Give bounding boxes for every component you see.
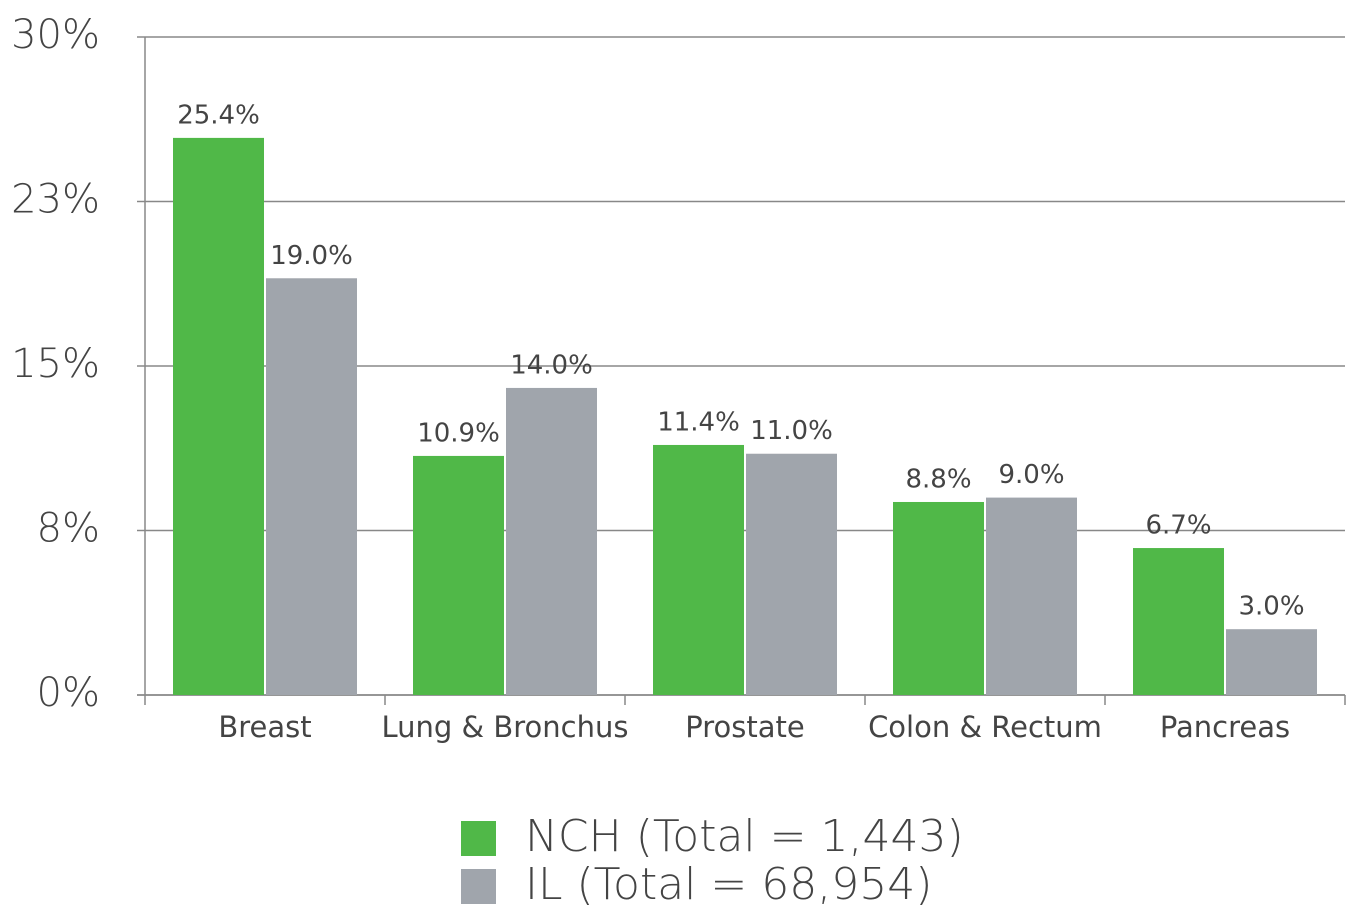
bar <box>1133 548 1224 695</box>
x-tick-label: Pancreas <box>1160 710 1290 744</box>
legend-label: IL (Total = 68,954) <box>525 859 932 907</box>
y-tick-label: 30% <box>11 12 100 58</box>
value-label: 6.7% <box>1145 511 1211 541</box>
y-tick-label: 15% <box>11 341 100 387</box>
legend-label: NCH (Total = 1,443) <box>525 811 964 862</box>
value-label: 11.0% <box>750 416 833 446</box>
value-label: 19.0% <box>270 241 353 271</box>
bar <box>1226 629 1317 695</box>
x-tick-label: Breast <box>218 710 311 744</box>
value-label: 10.9% <box>417 418 500 448</box>
x-tick-label: Prostate <box>685 710 804 744</box>
x-tick-label: Colon & Rectum <box>868 710 1102 744</box>
bar <box>893 501 984 695</box>
bar <box>413 455 504 695</box>
value-label: 11.4% <box>657 407 740 437</box>
bar <box>266 278 357 695</box>
bar <box>653 444 744 695</box>
bar <box>746 453 837 695</box>
value-label: 8.8% <box>905 464 971 494</box>
y-tick-label: 0% <box>37 670 100 716</box>
bar <box>506 387 597 695</box>
value-label: 14.0% <box>510 350 593 380</box>
value-label: 3.0% <box>1238 592 1304 622</box>
y-tick-label: 23% <box>11 177 100 223</box>
legend-swatch <box>461 821 496 856</box>
value-label: 25.4% <box>177 100 260 130</box>
y-tick-label: 8% <box>37 506 100 552</box>
bar <box>986 497 1077 695</box>
x-tick-label: Lung & Bronchus <box>382 710 629 744</box>
value-label: 9.0% <box>998 460 1064 490</box>
legend-swatch <box>461 869 496 904</box>
bar <box>173 137 264 696</box>
